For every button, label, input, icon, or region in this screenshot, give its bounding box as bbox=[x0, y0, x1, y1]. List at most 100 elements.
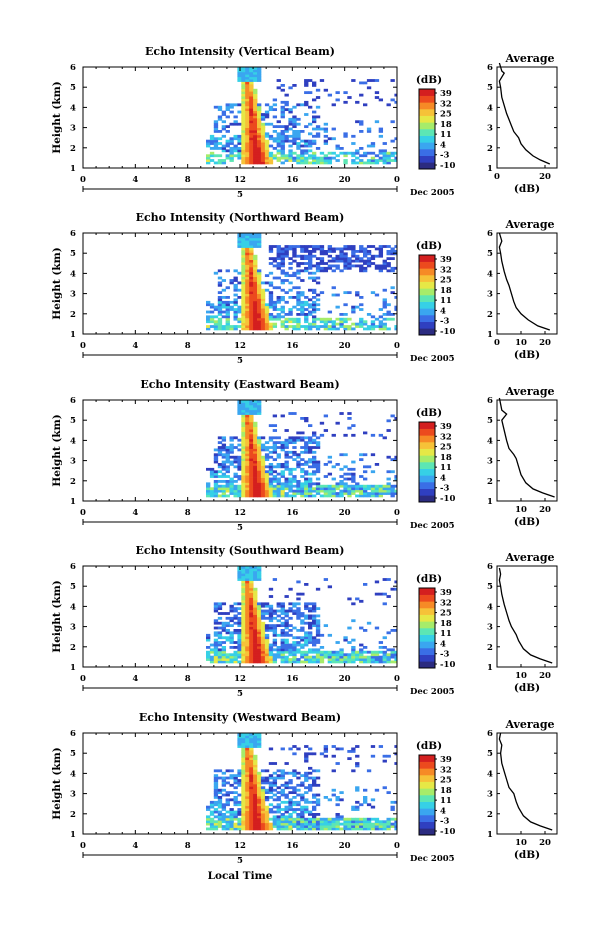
heatmap-cell bbox=[225, 793, 230, 797]
heatmap-cell bbox=[327, 489, 333, 493]
heatmap-cell bbox=[253, 455, 258, 459]
heatmap-cell bbox=[304, 817, 309, 821]
heatmap-cell bbox=[264, 327, 270, 331]
heatmap-cell bbox=[229, 641, 234, 644]
heatmap-cell bbox=[292, 641, 297, 644]
heatmap-cell bbox=[241, 315, 246, 319]
heatmap-cell bbox=[312, 616, 317, 620]
heatmap-cell bbox=[253, 103, 258, 107]
heatmap-cell bbox=[217, 798, 223, 802]
heatmap-cell bbox=[241, 757, 246, 761]
heatmap-cell bbox=[260, 325, 266, 328]
heatmap-cell bbox=[241, 137, 246, 141]
heatmap-cell bbox=[363, 453, 368, 457]
heatmap-cell bbox=[249, 467, 254, 471]
heatmap-cell bbox=[288, 813, 293, 816]
heatmap-cell bbox=[253, 660, 258, 664]
heatmap-cell bbox=[268, 604, 274, 608]
heatmap-cell bbox=[327, 653, 333, 657]
heatmap-cell bbox=[241, 771, 246, 775]
heatmap-cell bbox=[308, 436, 313, 440]
heatmap-cell bbox=[390, 286, 395, 290]
heatmap-cell bbox=[390, 805, 395, 809]
heatmap-cell bbox=[229, 455, 234, 459]
heatmap-cell bbox=[245, 614, 250, 618]
heatmap-cell bbox=[233, 122, 238, 126]
heatmap-cell bbox=[249, 621, 254, 625]
heatmap-cell bbox=[249, 614, 254, 618]
heatmap-cell bbox=[280, 137, 285, 141]
average-y-tick-label: 3 bbox=[487, 790, 493, 800]
heatmap-cell bbox=[386, 827, 391, 831]
heatmap-cell bbox=[268, 658, 274, 661]
heatmap-cell bbox=[249, 291, 254, 295]
heatmap-cell bbox=[343, 638, 348, 642]
heatmap-cell bbox=[288, 633, 293, 637]
heatmap-cell bbox=[390, 650, 395, 654]
heatmap-cell bbox=[245, 607, 250, 611]
heatmap-cell bbox=[308, 441, 313, 445]
heatmap-cell bbox=[312, 296, 317, 299]
heatmap-cell bbox=[268, 762, 274, 765]
heatmap-cell bbox=[217, 487, 223, 491]
heatmap-cell bbox=[386, 252, 391, 256]
heatmap-cell bbox=[213, 827, 219, 831]
heatmap-cell bbox=[233, 653, 238, 657]
heatmap-cell bbox=[237, 619, 242, 623]
heatmap-cell bbox=[257, 641, 262, 644]
heatmap-cell bbox=[312, 619, 317, 623]
heatmap-cell bbox=[268, 271, 274, 275]
heatmap-cell bbox=[374, 825, 380, 828]
heatmap-cell bbox=[253, 274, 258, 278]
heatmap-cell bbox=[355, 257, 360, 261]
heatmap-cell bbox=[280, 147, 285, 150]
heatmap-cell bbox=[237, 822, 242, 826]
heatmap-cell bbox=[347, 417, 352, 420]
heatmap-cell bbox=[237, 575, 242, 579]
heatmap-cell bbox=[221, 475, 227, 478]
heatmap-cell bbox=[206, 327, 211, 331]
heatmap-cell bbox=[237, 103, 242, 107]
heatmap-cell bbox=[241, 247, 246, 251]
heatmap-cell bbox=[272, 259, 278, 263]
heatmap-cell bbox=[312, 805, 317, 809]
heatmap-cell bbox=[249, 327, 254, 331]
heatmap-cell bbox=[370, 453, 376, 457]
heatmap-cell bbox=[241, 808, 246, 811]
heatmap-cell bbox=[292, 745, 297, 748]
colorbar-swatch bbox=[419, 321, 435, 329]
heatmap-cell bbox=[253, 424, 258, 428]
heatmap-cell bbox=[323, 750, 329, 753]
heatmap-cell bbox=[249, 742, 254, 746]
heatmap-cell bbox=[351, 477, 356, 481]
heatmap-cell bbox=[221, 443, 227, 447]
heatmap-cell bbox=[327, 247, 333, 251]
heatmap-cell bbox=[280, 288, 285, 292]
heatmap-cell bbox=[331, 103, 336, 107]
heatmap-cell bbox=[312, 161, 317, 165]
heatmap-cell bbox=[300, 254, 305, 258]
heatmap-cell bbox=[268, 776, 274, 780]
heatmap-cell bbox=[378, 489, 384, 493]
heatmap-cell bbox=[221, 310, 227, 314]
heatmap-cell bbox=[253, 108, 258, 112]
heatmap-cell bbox=[280, 320, 285, 324]
heatmap-cell bbox=[249, 86, 254, 90]
heatmap-cell bbox=[245, 754, 250, 758]
heatmap-cell bbox=[233, 803, 238, 807]
heatmap-cell bbox=[292, 105, 297, 109]
heatmap-cell bbox=[237, 412, 242, 415]
heatmap-cell bbox=[315, 247, 321, 251]
heatmap-cell bbox=[257, 142, 262, 145]
heatmap-cell bbox=[260, 463, 266, 466]
heatmap-cell bbox=[257, 161, 262, 165]
heatmap-cell bbox=[359, 487, 364, 491]
heatmap-cell bbox=[272, 578, 278, 581]
heatmap-cell bbox=[284, 658, 289, 661]
heatmap-cell bbox=[249, 322, 254, 326]
x-tick-label: 12 bbox=[234, 841, 246, 851]
heatmap-cell bbox=[213, 604, 219, 608]
heatmap-cell bbox=[343, 266, 348, 270]
heatmap-cell bbox=[241, 793, 246, 797]
